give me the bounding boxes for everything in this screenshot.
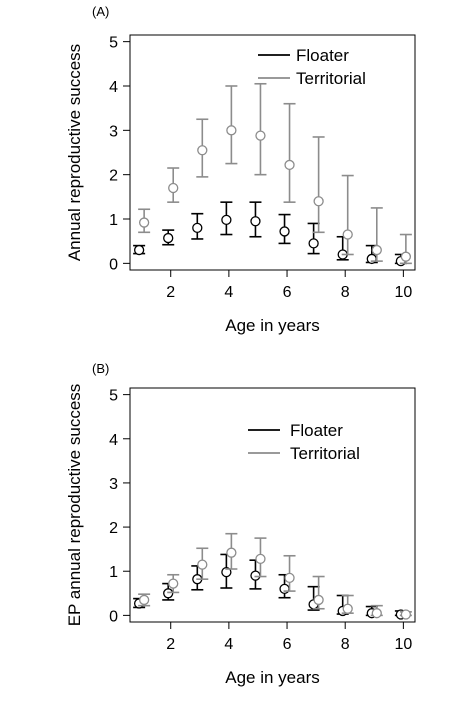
y-tick-label: 4 <box>109 432 118 449</box>
y-axis-title: EP annual reproductive success <box>65 384 84 627</box>
x-tick-label: 4 <box>224 636 233 653</box>
data-point <box>250 216 261 227</box>
legend: Floater Territorial <box>248 421 360 463</box>
y-tick-label: 3 <box>109 476 118 493</box>
legend-label: Territorial <box>290 444 360 463</box>
x-tick-label: 8 <box>341 284 350 301</box>
plot-frame <box>129 387 416 623</box>
series-territorial <box>138 82 412 265</box>
data-point <box>226 547 237 558</box>
x-tick-label: 10 <box>394 284 412 301</box>
y-tick-label: 1 <box>109 564 118 581</box>
data-point <box>197 145 208 156</box>
x-axis-title: Age in years <box>225 316 320 335</box>
data-point <box>250 570 261 581</box>
data-point <box>400 251 412 262</box>
data-point <box>221 566 232 578</box>
y-tick-label: 0 <box>109 608 118 625</box>
data-point <box>279 583 290 595</box>
panel-label: (A) <box>92 4 109 19</box>
data-point <box>279 226 290 237</box>
y-axis-title: Annual reproductive success <box>65 44 84 261</box>
data-point <box>192 222 203 234</box>
data-point <box>284 159 295 171</box>
data-point <box>168 578 179 589</box>
y-tick-label: 2 <box>109 168 118 185</box>
legend-label: Floater <box>296 46 349 65</box>
plot-frame <box>129 34 416 271</box>
data-point <box>342 229 353 240</box>
x-tick-label: 2 <box>166 636 175 653</box>
data-point <box>138 594 150 606</box>
data-point <box>226 125 237 136</box>
panel-a: (A) 0 1 2 3 4 5 2 4 6 8 10 Age in years Annual reprod… <box>65 4 416 335</box>
x-tick-label: 10 <box>394 636 412 653</box>
data-point <box>313 196 324 207</box>
legend: Floater Territorial <box>258 46 366 88</box>
data-point <box>366 253 377 265</box>
data-point <box>371 244 382 256</box>
data-point <box>221 214 232 226</box>
y-tick-label: 1 <box>109 212 118 229</box>
data-point <box>371 608 382 619</box>
panel-label: (B) <box>92 361 109 376</box>
data-point <box>400 609 412 620</box>
y-tick-label: 3 <box>109 123 118 140</box>
x-tick-label: 4 <box>224 284 233 301</box>
data-point <box>197 559 208 570</box>
data-point <box>284 572 295 583</box>
data-point <box>342 603 353 614</box>
x-tick-label: 8 <box>341 636 350 653</box>
y-tick-label: 0 <box>109 256 118 273</box>
panel-b: (B) 0 1 2 3 4 5 2 4 6 8 10 Age in years EP annual rep… <box>65 361 416 687</box>
x-axis-title: Age in years <box>225 668 320 687</box>
data-point <box>138 217 150 228</box>
data-point <box>163 588 174 599</box>
x-tick-label: 6 <box>283 284 292 301</box>
series-territorial <box>138 532 412 620</box>
data-point <box>308 238 319 249</box>
data-point <box>133 244 145 256</box>
legend-label: Floater <box>290 421 343 440</box>
y-tick-label: 5 <box>109 388 118 405</box>
data-point <box>163 232 174 244</box>
y-tick-label: 5 <box>109 35 118 52</box>
x-tick-label: 2 <box>166 284 175 301</box>
series-floater <box>133 201 407 267</box>
y-tick-label: 2 <box>109 520 118 537</box>
data-point <box>255 553 266 565</box>
data-point <box>313 594 324 606</box>
data-point <box>255 130 266 141</box>
y-tick-label: 4 <box>109 79 118 96</box>
x-tick-label: 6 <box>283 636 292 653</box>
data-point <box>168 182 179 194</box>
legend-label: Territorial <box>296 69 366 88</box>
